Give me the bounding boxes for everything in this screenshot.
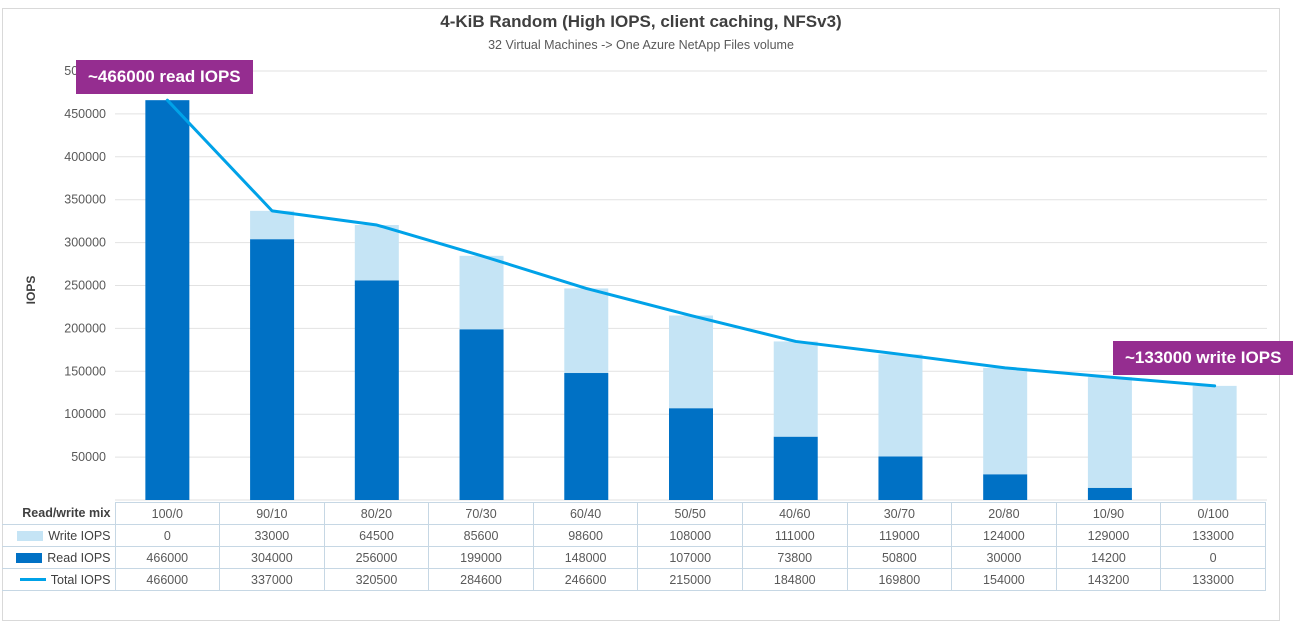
y-axis-tick-label: 50000	[71, 450, 106, 464]
series-label: Write IOPS	[48, 528, 111, 543]
table-row-total-iops: Total IOPS 466000 337000 320500 284600 246600…	[2, 568, 1266, 591]
table-cell: 148000	[532, 546, 639, 569]
read-iops-bar	[983, 474, 1028, 500]
table-cell: 320500	[323, 568, 430, 591]
write-iops-bar	[983, 367, 1028, 475]
y-axis-tick-label: 100000	[64, 407, 106, 421]
table-cell: 0	[1160, 546, 1266, 569]
table-cell: 60/40	[532, 502, 639, 525]
read-iops-bar	[669, 408, 713, 500]
table-cell: 73800	[741, 546, 848, 569]
table-cell: 466000	[114, 568, 221, 591]
table-row-write-iops: Write IOPS 0 33000 64500 85600 98600 108000 111…	[2, 524, 1266, 547]
table-cell: 108000	[637, 524, 743, 547]
table-cell: 14200	[1055, 546, 1162, 569]
read-iops-bar	[250, 239, 295, 500]
write-iops-bar	[564, 288, 609, 374]
series-label: Read IOPS	[47, 550, 111, 565]
table-cell: 10/90	[1055, 502, 1162, 525]
read-iops-bar	[564, 373, 609, 500]
total-iops-line	[165, 98, 1217, 388]
write-iops-bar	[773, 341, 818, 437]
read-iops-legend-swatch	[16, 552, 43, 563]
table-row-read-iops-label: Read IOPS	[2, 546, 116, 569]
table-cell: 154000	[951, 568, 1057, 591]
table-cell: 133000	[1160, 568, 1266, 591]
y-axis-tick-label: 350000	[64, 193, 106, 207]
read-iops-bar	[145, 100, 190, 500]
table-cell: 119000	[846, 524, 953, 547]
chart-title: 4-KiB Random (High IOPS, client caching,…	[440, 12, 842, 31]
table-cell: 50/50	[637, 502, 743, 525]
table-cell: 0/100	[1160, 502, 1266, 525]
table-cell: 107000	[637, 546, 743, 569]
y-axis-tick-label: 250000	[64, 279, 106, 293]
table-cell: 215000	[637, 568, 743, 591]
annotation-read-iops: ~466000 read IOPS	[76, 60, 253, 94]
table-cell: 70/30	[428, 502, 534, 525]
table-cell: 80/20	[323, 502, 430, 525]
table-cell: 337000	[219, 568, 325, 591]
read-iops-bar	[1087, 487, 1132, 500]
table-row-mix: Read/write mix 100/0 90/10 80/20 70/30 60/40 5…	[2, 502, 1266, 525]
table-cell: 0	[114, 524, 221, 547]
table-cell: 30000	[951, 546, 1057, 569]
read-iops-bar	[459, 329, 504, 500]
table-cell: 40/60	[741, 502, 848, 525]
table-cell: 246600	[532, 568, 639, 591]
table-cell: 256000	[323, 546, 430, 569]
table-cell: 85600	[428, 524, 534, 547]
table-cell: 100/0	[114, 502, 221, 525]
table-cell: 90/10	[219, 502, 325, 525]
y-axis-tick-label: 200000	[64, 321, 106, 335]
table-cell: 199000	[428, 546, 534, 569]
table-row-mix-label: Read/write mix	[2, 502, 116, 525]
write-iops-bar	[250, 210, 295, 240]
table-cell: 111000	[741, 524, 848, 547]
write-iops-bar	[354, 225, 399, 281]
read-iops-bar	[354, 280, 399, 500]
table-cell: 466000	[114, 546, 221, 569]
table-cell: 64500	[323, 524, 430, 547]
y-axis-tick-label: 400000	[64, 150, 106, 164]
table-cell: 20/80	[951, 502, 1057, 525]
chart-subtitle: 32 Virtual Machines -> One Azure NetApp …	[488, 38, 794, 52]
write-iops-bar	[459, 255, 504, 330]
total-iops-legend-swatch	[19, 578, 46, 581]
write-iops-bar	[669, 315, 713, 409]
y-axis-title: IOPS	[24, 275, 38, 305]
table-cell: 304000	[219, 546, 325, 569]
table-cell: 143200	[1055, 568, 1162, 591]
y-axis-tick-label: 300000	[64, 236, 106, 250]
table-cell: 30/70	[846, 502, 953, 525]
write-iops-bar	[1192, 385, 1237, 500]
data-table: Read/write mix 100/0 90/10 80/20 70/30 60/40 5…	[2, 502, 1266, 591]
table-cell: 284600	[428, 568, 534, 591]
table-cell: 124000	[951, 524, 1057, 547]
table-cell: 133000	[1160, 524, 1266, 547]
table-cell: 169800	[846, 568, 953, 591]
y-axis-tick-label: 450000	[64, 107, 106, 121]
series-label: Total IOPS	[50, 572, 111, 587]
table-cell: 33000	[219, 524, 325, 547]
table-cell: 98600	[532, 524, 639, 547]
table-row-read-iops: Read IOPS 466000 304000 256000 199000 148000 1…	[2, 546, 1266, 569]
y-axis-tick-label: 150000	[64, 364, 106, 378]
read-iops-bar	[878, 456, 923, 500]
annotation-write-iops: ~133000 write IOPS	[1113, 341, 1294, 375]
write-iops-legend-swatch	[17, 530, 44, 541]
table-row-total-iops-label: Total IOPS	[2, 568, 116, 591]
table-cell: 50800	[846, 546, 953, 569]
write-iops-bar	[878, 354, 923, 457]
write-iops-bar	[1087, 377, 1132, 488]
table-cell: 129000	[1055, 524, 1162, 547]
table-row-write-iops-label: Write IOPS	[2, 524, 116, 547]
table-cell: 184800	[741, 568, 848, 591]
read-iops-bar	[773, 436, 818, 500]
